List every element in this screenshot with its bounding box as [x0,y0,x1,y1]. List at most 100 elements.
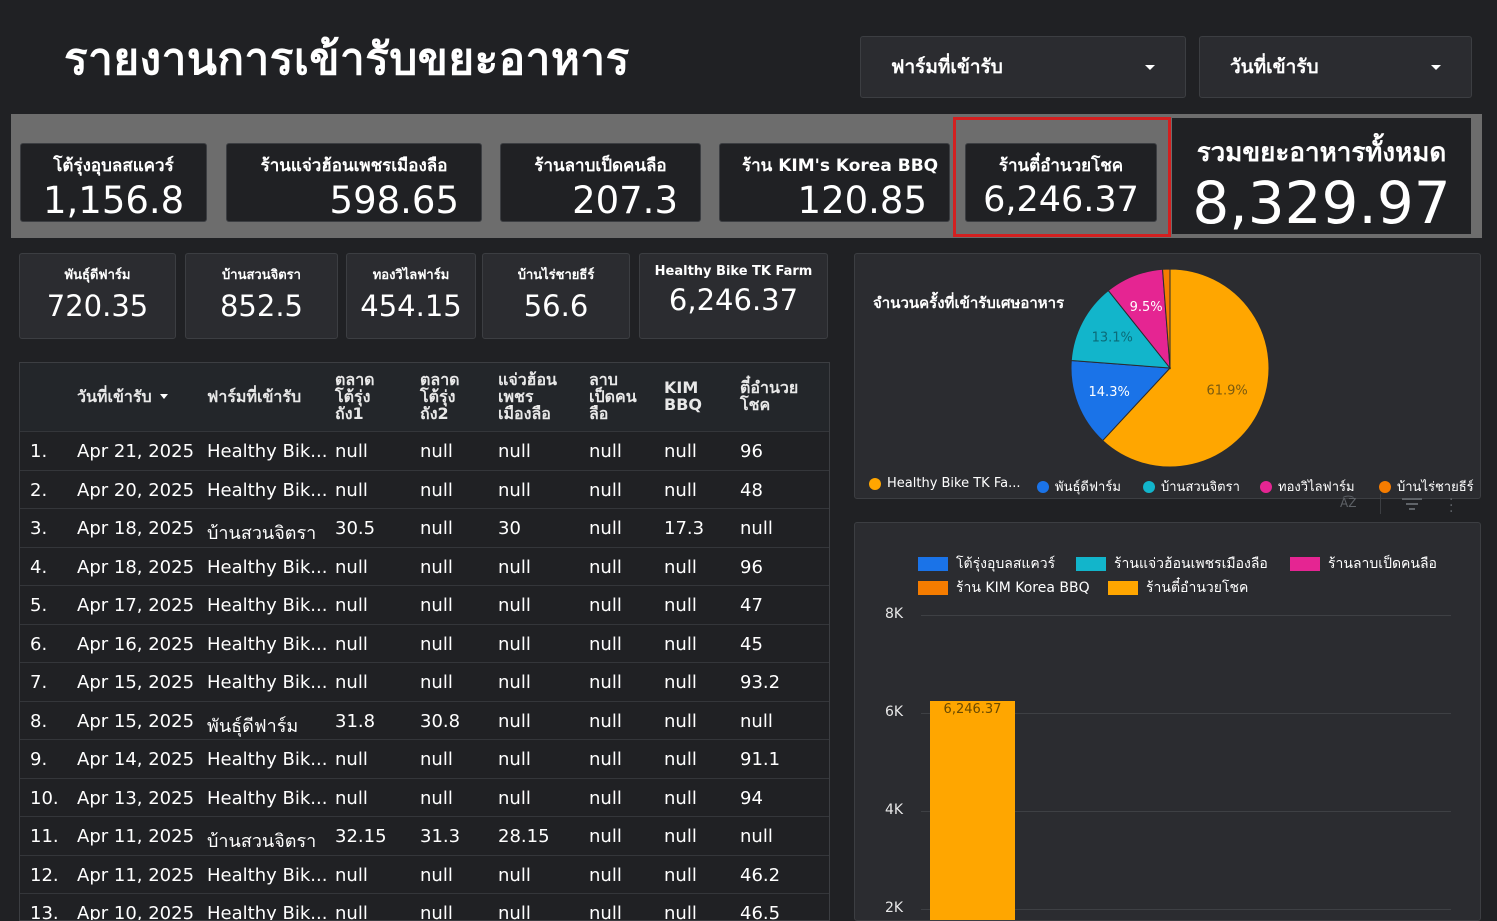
row-jaew-hon-cell: null [498,633,531,655]
pie-legend-rai-chaytee[interactable]: บ้านไร่ชายธีร์ [1379,476,1474,497]
table-row[interactable]: 3. Apr 18, 2025 บ้านสวนจิตรา 30.5 null 30 null… [20,508,829,547]
row-date-cell: Apr 10, 2025 [77,903,195,921]
summary-value: 1,156.8 [43,179,185,222]
row-kim-bbq-cell: null [664,479,697,501]
y-tick-label: 4K [885,802,904,818]
row-kim-bbq-cell: null [664,595,697,616]
table-row[interactable]: 5. Apr 17, 2025 Healthy Bik... null null null… [20,585,829,624]
row-farm-cell: บ้านสวนจิตรา [207,831,317,852]
row-toroong-2-cell: null [420,749,453,770]
row-tee-amnuay-cell: 48 [740,479,763,501]
bar-chart-panel: โต้รุ่งอุบลสแควร์ ร้านแจ่วฮ้อนเพชรเมืองล… [854,522,1481,921]
column-header-jaew-hon[interactable]: แจ่วฮ้อน เพชร เมืองลือ [498,370,557,423]
pie-legend-thongwilai[interactable]: ทองวิไลฟาร์ม [1260,476,1355,497]
table-row[interactable]: 1. Apr 21, 2025 Healthy Bik... null null null… [20,431,829,470]
column-header-toroong-1[interactable]: ตลาด โต้รุ่ง ถัง1 [335,370,375,423]
pie-data-label: 14.3% [1089,385,1130,400]
farm-label: พันธุ์ดีฟาร์ม [64,268,131,283]
table-row[interactable]: 13. Apr 10, 2025 Healthy Bik... null null nul… [20,893,829,921]
legend-dot-icon [1260,480,1272,493]
row-larb-ped-cell: null [589,672,622,693]
bar-legend-jaew-hon[interactable]: ร้านแจ่วฮ้อนเพชรเมืองลือ [1076,553,1268,575]
date-filter-dropdown[interactable]: วันที่เข้ารับ [1199,36,1472,98]
table-row[interactable]: 8. Apr 15, 2025 พันธุ์ดีฟาร์ม 31.8 30.8 null n… [20,700,829,740]
row-jaew-hon-cell: null [498,672,531,693]
bar-tee-amnuay[interactable] [930,700,1015,920]
bar-legend-larb-ped[interactable]: ร้านลาบเป็ดคนลือ [1290,553,1437,575]
pie-chart: 61.9% 14.3% 13.1% 9.5% [1070,268,1270,468]
row-tee-amnuay-cell: null [740,518,773,539]
row-tee-amnuay-cell: 94 [740,787,763,809]
table-row[interactable]: 12. Apr 11, 2025 Healthy Bik... null null nul… [20,854,829,894]
row-farm-cell: Healthy Bik... [207,633,328,655]
row-toroong-1-cell: null [335,479,368,501]
bar-legend-toroong[interactable]: โต้รุ่งอุบลสแควร์ [918,553,1055,575]
row-index-cell: 1. [30,441,48,462]
table-row[interactable]: 6. Apr 16, 2025 Healthy Bik... null null null… [20,623,829,663]
row-larb-ped-cell: null [589,518,622,539]
row-index-cell: 8. [30,710,48,732]
row-tee-amnuay-cell: null [740,710,773,732]
table-row[interactable]: 2. Apr 20, 2025 Healthy Bik... null null null… [20,469,829,509]
data-table: วันที่เข้ารับ ฟาร์มที่เข้ารับ ตลาด โต้รุ่… [19,362,830,921]
summary-label: ร้านแจ่วฮ้อนเพชรเมืองลือ [260,156,448,176]
pie-data-label: 61.9% [1206,383,1247,398]
bar-legend-kim-bbq[interactable]: ร้าน KIM Korea BBQ [918,577,1090,599]
summary-label: ร้านตี๋อำนวยโชค [998,156,1124,176]
y-tick-label: 6K [885,704,904,720]
summary-value: 6,246.37 [983,180,1139,220]
legend-dot-icon [1143,480,1155,493]
column-header-larb-ped[interactable]: ลาบ เป็ดคน ลือ [589,370,637,423]
table-row[interactable]: 7. Apr 15, 2025 Healthy Bik... null null null… [20,662,829,701]
farm-value: 56.6 [523,289,589,323]
pie-legend-suan-jitra[interactable]: บ้านสวนจิตรา [1143,476,1240,497]
farm-filter-dropdown[interactable]: ฟาร์มที่เข้ารับ [860,36,1186,98]
farm-filter-label: ฟาร์มที่เข้ารับ [891,56,1003,78]
row-date-cell: Apr 20, 2025 [77,479,195,501]
table-row[interactable]: 4. Apr 18, 2025 Healthy Bik... null null null… [20,546,829,586]
pie-legend-phandee[interactable]: พันธุ์ดีฟาร์ม [1037,476,1121,497]
row-index-cell: 6. [30,633,48,655]
row-index-cell: 5. [30,595,48,616]
row-index-cell: 13. [30,903,59,921]
row-date-cell: Apr 11, 2025 [77,864,195,886]
column-header-toroong-2[interactable]: ตลาด โต้รุ่ง ถัง2 [420,370,460,423]
pie-legend-healthy-bike[interactable]: Healthy Bike TK Fa... [869,476,1021,491]
pie-slice[interactable] [1070,289,1172,369]
table-row[interactable]: 10. Apr 13, 2025 Healthy Bik... null null nul… [20,777,829,817]
sort-az-icon[interactable]: A͡Z [1340,496,1357,510]
column-header-tee-amnuay[interactable]: ตี๋อำนวย โชค [740,378,799,414]
column-header-farm[interactable]: ฟาร์มที่เข้ารับ [207,387,302,406]
row-date-cell: Apr 14, 2025 [77,749,195,770]
row-larb-ped-cell: null [589,633,622,655]
total-label: รวมขยะอาหารทั้งหมด [1196,138,1447,168]
table-row[interactable]: 11. Apr 11, 2025 บ้านสวนจิตรา 32.15 31.3 28.1… [20,816,829,855]
more-vert-icon[interactable]: · · · [1449,492,1454,520]
row-jaew-hon-cell: null [498,903,531,921]
legend-swatch-icon [918,557,948,571]
row-kim-bbq-cell: null [664,903,697,921]
row-farm-cell: Healthy Bik... [207,441,328,462]
row-tee-amnuay-cell: 46.2 [740,864,781,886]
grid-line [921,909,1451,910]
row-date-cell: Apr 18, 2025 [77,518,195,539]
row-toroong-1-cell: null [335,864,368,886]
pie-data-label: 9.5% [1130,300,1163,315]
bar-legend-tee-amnuay[interactable]: ร้านตี๋อำนวยโชค [1108,577,1248,599]
summary-card-jaew-hon: ร้านแจ่วฮ้อนเพชรเมืองลือ 598.65 [226,143,482,222]
column-header-kim-bbq[interactable]: KIM BBQ [664,378,702,414]
table-row[interactable]: 9. Apr 14, 2025 Healthy Bik... null null null… [20,739,829,778]
row-kim-bbq-cell: null [664,787,697,809]
row-toroong-1-cell: 30.5 [335,518,376,539]
filter-icon[interactable] [1402,498,1422,510]
row-toroong-2-cell: null [420,556,453,578]
row-index-cell: 3. [30,518,48,539]
total-card: รวมขยะอาหารทั้งหมด 8,329.97 [1172,118,1471,234]
pie-slice[interactable] [1101,268,1270,468]
column-header-date[interactable]: วันที่เข้ารับ [77,388,168,405]
row-tee-amnuay-cell: 45 [740,633,763,655]
pie-slice[interactable] [1162,268,1171,369]
row-date-cell: Apr 15, 2025 [77,710,195,732]
pie-slice[interactable] [1070,360,1172,442]
row-index-cell: 2. [30,479,48,501]
